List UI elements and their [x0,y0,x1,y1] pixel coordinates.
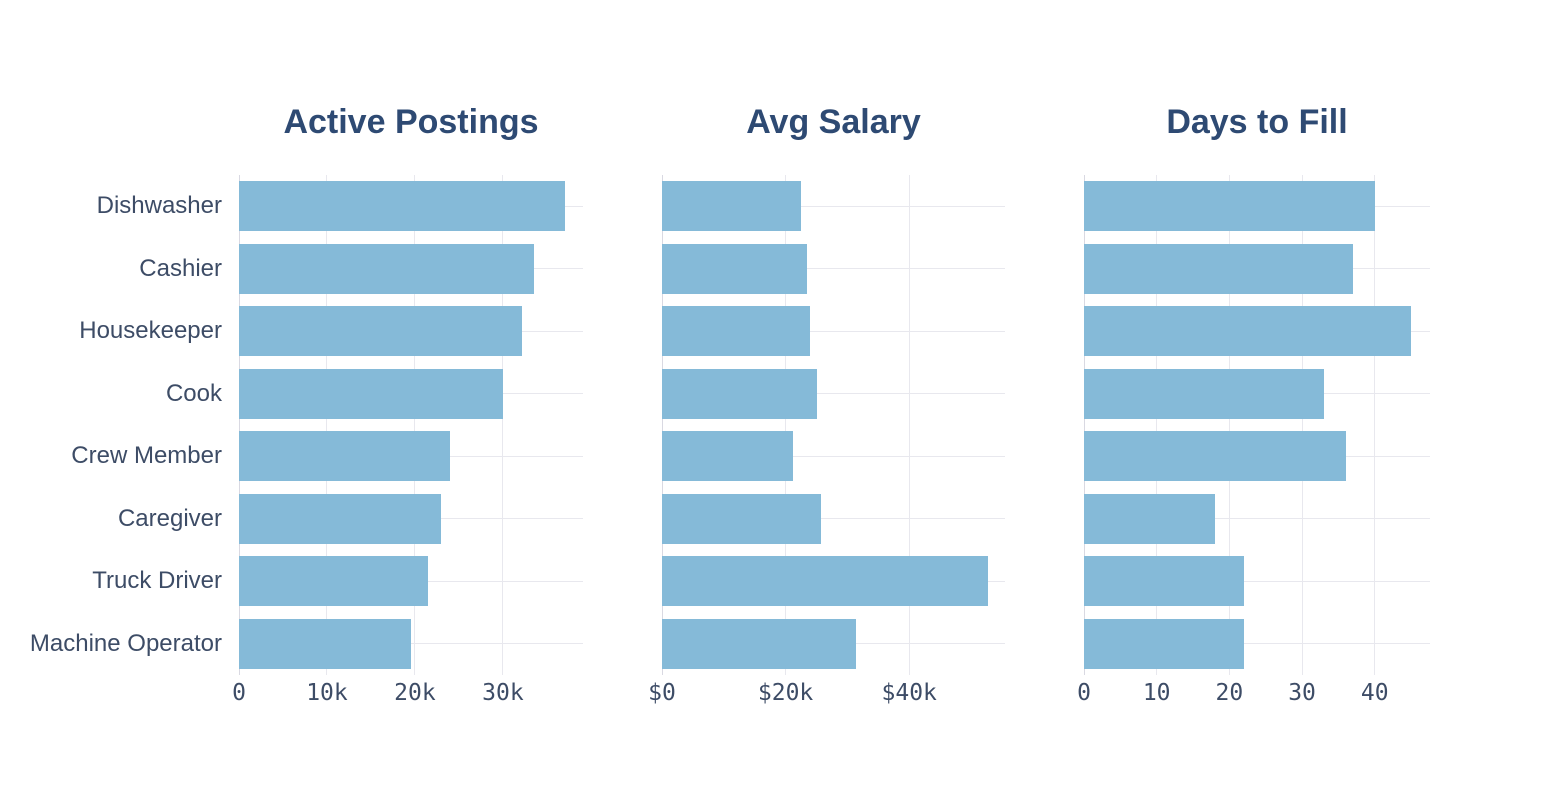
horizontal-gridline [1084,643,1430,645]
bar-cashier [662,243,807,294]
category-label: Cashier [139,254,222,282]
horizontal-gridline [662,518,1005,520]
x-tick-label: 0 [232,680,246,706]
zero-line [238,175,240,675]
horizontal-gridline [1084,518,1430,520]
bar-caregiver [1084,493,1215,544]
bar-housekeeper [239,306,523,357]
x-tick-label: $20k [757,680,814,706]
bar-caregiver [662,493,822,544]
horizontal-gridline [662,455,1005,457]
bar-truck-driver [239,556,429,607]
vertical-gridline [414,175,416,675]
bar-cook [1084,368,1324,419]
bar-machine-operator [662,618,857,669]
horizontal-gridline [662,330,1005,332]
bar-cashier [1084,243,1353,294]
chart-title-days-to-fill: Days to Fill [1166,103,1348,141]
category-label: Housekeeper [79,317,222,345]
horizontal-gridline [662,393,1005,395]
vertical-gridline [785,175,787,675]
x-tick-label: 0 [1077,680,1091,706]
x-tick-label: 30k [482,680,524,706]
bar-crew-member [239,431,451,482]
chart-title-avg-salary: Avg Salary [746,103,921,141]
bar-cashier [239,243,534,294]
bar-cook [239,368,503,419]
bar-truck-driver [1084,556,1244,607]
category-axis-labels: Dishwasher Cashier Housekeeper Cook Crew Mem… [0,0,222,795]
horizontal-gridline [662,268,1005,270]
x-tick-label: 10 [1142,680,1171,706]
category-label: Truck Driver [92,567,222,595]
vertical-gridline [502,175,504,675]
category-label: Dishwasher [96,192,222,220]
plot-area-avg-salary [661,175,1005,675]
x-tick-label: 20 [1215,680,1244,706]
vertical-gridline [1228,175,1230,675]
x-tick-label: $0 [648,680,676,706]
bar-dishwasher [1084,181,1375,232]
zero-line [661,175,663,675]
bar-machine-operator [239,618,411,669]
vertical-gridline [1374,175,1376,675]
vertical-gridline [908,175,910,675]
plot-area-active-postings [238,175,583,675]
x-tick-label: 40 [1360,680,1389,706]
x-tick-label: 20k [394,680,436,706]
category-label: Machine Operator [29,629,222,657]
chart-title-active-postings: Active Postings [283,103,539,141]
x-tick-label: $40k [881,680,937,706]
horizontal-gridline [662,205,1005,207]
x-tick-label: 10k [306,680,348,706]
bar-dishwasher [239,181,565,232]
bar-machine-operator [1084,618,1244,669]
vertical-gridline [1301,175,1303,675]
horizontal-gridline [1084,580,1430,582]
bar-crew-member [1084,431,1346,482]
bar-truck-driver [662,556,988,607]
bar-crew-member [662,431,794,482]
category-label: Caregiver [117,504,222,532]
horizontal-gridline [239,643,583,645]
vertical-gridline [326,175,328,675]
category-label: Crew Member [71,442,222,470]
bar-dishwasher [662,181,802,232]
bar-cook [662,368,817,419]
bar-caregiver [239,493,442,544]
zero-line [1083,175,1085,675]
category-label: Cook [165,379,222,407]
bar-housekeeper [662,306,810,357]
x-tick-label: 30 [1288,680,1316,706]
plot-area-days-to-fill [1083,175,1430,675]
bar-housekeeper [1084,306,1412,357]
vertical-gridline [1156,175,1158,675]
